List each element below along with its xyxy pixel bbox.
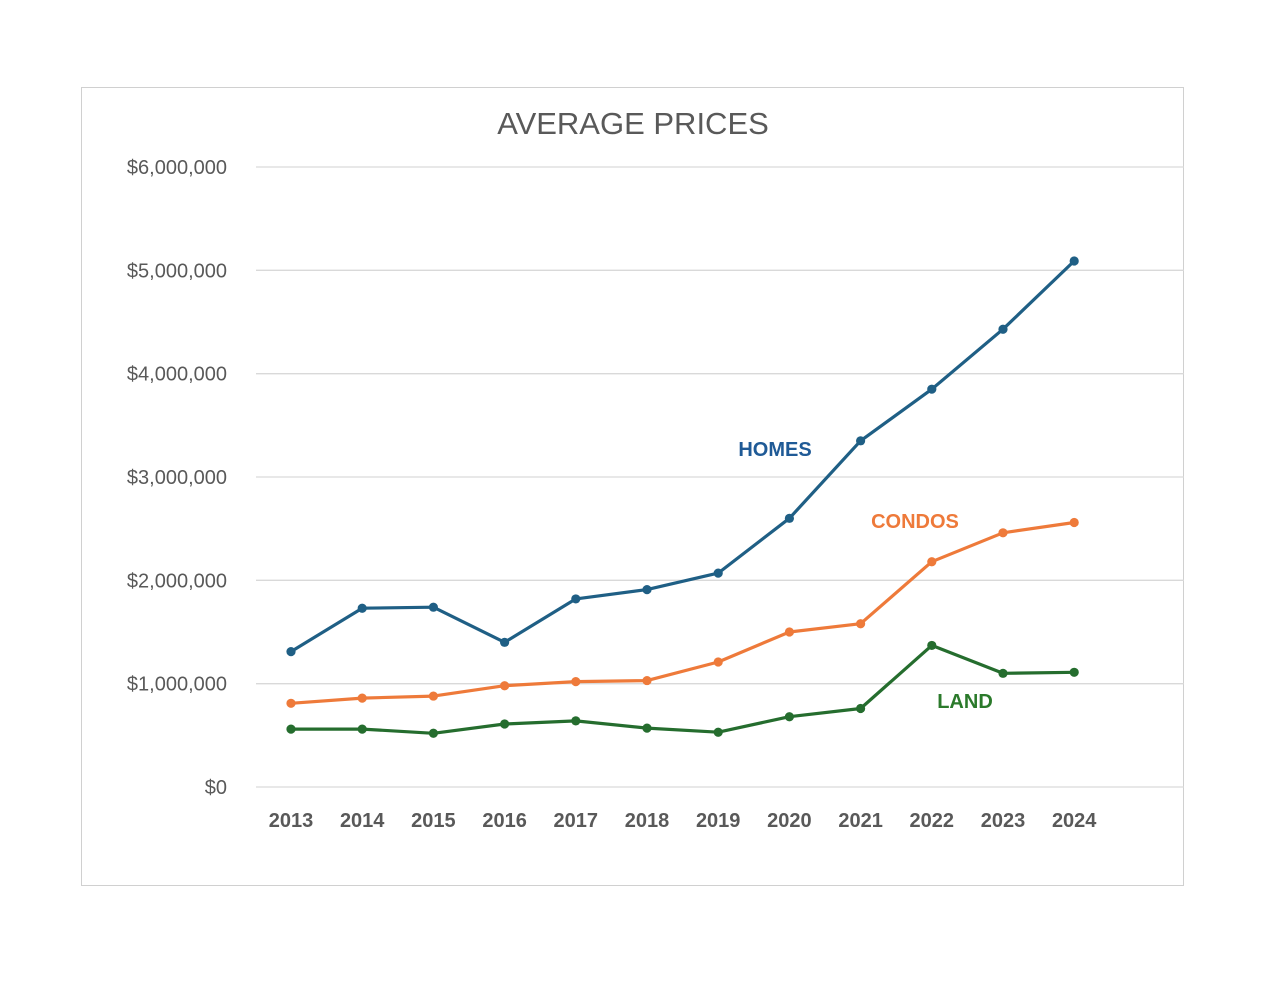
y-axis-ticks: $0 $1,000,000 $2,000,000 $3,000,000 $4,000,0… bbox=[127, 157, 227, 799]
x-axis-ticks: 2013 2014 2015 2016 2017 2018 2019 2020 2021 2022… bbox=[269, 810, 1098, 832]
gridlines bbox=[256, 166, 1184, 788]
x-tick-label: 2021 bbox=[838, 810, 883, 832]
data-point-condos bbox=[1069, 517, 1079, 528]
x-tick-label: 2013 bbox=[269, 810, 314, 832]
x-tick-label: 2017 bbox=[554, 810, 599, 832]
data-point-homes bbox=[1069, 256, 1079, 266]
data-point-condos bbox=[500, 681, 510, 691]
data-point-homes bbox=[856, 436, 866, 446]
data-point-land bbox=[856, 703, 866, 714]
y-tick-label: $0 bbox=[205, 777, 227, 799]
data-point-homes bbox=[428, 602, 438, 612]
series-label-homes: HOMES bbox=[738, 439, 811, 461]
x-tick-label: 2016 bbox=[482, 810, 527, 832]
data-point-land bbox=[927, 640, 937, 651]
data-point-homes bbox=[286, 647, 296, 657]
data-point-land bbox=[286, 724, 296, 734]
series-lines bbox=[286, 256, 1079, 738]
data-point-condos bbox=[428, 691, 438, 701]
data-point-condos bbox=[927, 557, 937, 567]
data-point-homes bbox=[642, 585, 652, 595]
x-tick-label: 2018 bbox=[625, 810, 670, 832]
data-point-homes bbox=[500, 637, 510, 647]
data-point-land bbox=[998, 668, 1008, 678]
series-line-homes bbox=[289, 259, 1076, 654]
data-point-land bbox=[713, 727, 723, 737]
y-tick-label: $4,000,000 bbox=[127, 364, 227, 386]
x-tick-label: 2023 bbox=[981, 810, 1026, 832]
chart-title: AVERAGE PRICES bbox=[497, 106, 769, 141]
data-point-homes bbox=[571, 594, 581, 604]
data-point-land bbox=[1069, 667, 1079, 677]
data-point-condos bbox=[357, 693, 367, 703]
data-point-condos bbox=[642, 675, 652, 686]
x-tick-label: 2024 bbox=[1052, 810, 1097, 832]
chart-frame bbox=[81, 87, 1184, 886]
x-tick-label: 2022 bbox=[910, 810, 955, 832]
x-tick-label: 2019 bbox=[696, 810, 741, 832]
data-point-condos bbox=[998, 528, 1008, 538]
data-point-land bbox=[428, 728, 438, 738]
data-point-condos bbox=[571, 677, 581, 687]
data-point-homes bbox=[357, 603, 367, 613]
data-point-homes bbox=[713, 568, 723, 578]
y-tick-label: $1,000,000 bbox=[127, 674, 227, 696]
y-tick-label: $6,000,000 bbox=[127, 157, 227, 179]
series-label-condos: CONDOS bbox=[871, 511, 959, 533]
y-tick-label: $3,000,000 bbox=[127, 467, 227, 489]
x-tick-label: 2014 bbox=[340, 810, 385, 832]
data-point-homes bbox=[998, 324, 1008, 334]
data-point-land bbox=[642, 723, 652, 733]
data-point-homes bbox=[784, 513, 795, 523]
y-tick-label: $2,000,000 bbox=[127, 570, 227, 592]
series-line-land bbox=[289, 643, 1076, 735]
series-labels: HOMES CONDOS LAND bbox=[738, 439, 992, 713]
data-point-condos bbox=[856, 619, 866, 629]
x-tick-label: 2020 bbox=[767, 810, 812, 832]
data-point-condos bbox=[784, 627, 795, 637]
data-point-homes bbox=[927, 384, 937, 394]
series-line-condos bbox=[289, 520, 1076, 705]
data-point-land bbox=[784, 712, 795, 722]
x-tick-label: 2015 bbox=[411, 810, 456, 832]
data-point-land bbox=[571, 716, 581, 726]
data-point-condos bbox=[713, 657, 723, 667]
data-point-land bbox=[357, 724, 367, 734]
series-label-land: LAND bbox=[937, 691, 993, 713]
data-point-land bbox=[500, 719, 510, 729]
y-tick-label: $5,000,000 bbox=[127, 260, 227, 282]
data-point-condos bbox=[286, 698, 296, 708]
